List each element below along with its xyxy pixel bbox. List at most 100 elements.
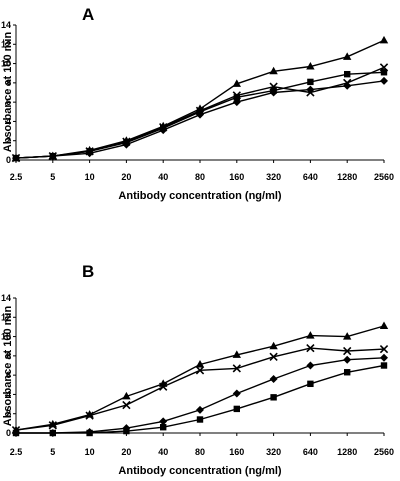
diamond-marker: [306, 361, 315, 370]
square-marker: [233, 94, 240, 101]
triangle-marker: [232, 350, 241, 358]
x-marker-stroke: [379, 63, 389, 72]
x-axis-title: Antibody concentration (ng/ml): [118, 465, 281, 477]
x-tick-label: 2560: [374, 447, 394, 457]
x-tick-label: 320: [266, 172, 281, 182]
series-line: [16, 364, 385, 434]
x-tick-label: 80: [195, 447, 205, 457]
square-marker: [380, 362, 388, 369]
x-marker: [269, 352, 278, 361]
y-tick-label: 0: [6, 155, 11, 165]
x-tick-label: 2560: [374, 172, 394, 182]
x-tick-label: 10: [85, 172, 95, 182]
panel-label: B: [82, 262, 94, 281]
series-square: [12, 362, 388, 437]
panel-label: A: [82, 5, 94, 24]
square-marker: [160, 424, 167, 431]
x-marker: [306, 343, 315, 353]
square-marker: [307, 380, 314, 388]
triangle-marker: [122, 391, 131, 400]
triangle-marker: [343, 52, 352, 60]
x-marker-stroke: [195, 366, 205, 375]
x-axis-title: Antibody concentration (ng/ml): [118, 190, 281, 202]
x-marker-stroke: [85, 411, 94, 420]
x-marker-stroke: [306, 343, 315, 353]
x-tick-label: 40: [158, 447, 168, 457]
x-marker: [85, 411, 94, 420]
x-marker-stroke: [269, 82, 278, 91]
x-marker: [159, 123, 168, 132]
x-tick-label: 40: [158, 172, 168, 182]
series-line: [15, 39, 385, 159]
x-marker: [269, 82, 278, 91]
triangle-marker: [269, 66, 278, 75]
square-marker: [344, 369, 351, 376]
series-x: [11, 343, 389, 435]
triangle-marker: [379, 321, 389, 329]
x-marker-stroke: [48, 421, 57, 430]
diamond-marker: [343, 355, 352, 364]
x-tick-label: 10: [85, 447, 95, 457]
x-marker: [343, 78, 352, 88]
x-marker: [379, 63, 389, 72]
square-marker: [307, 78, 314, 86]
x-marker: [122, 137, 131, 146]
x-marker-stroke: [343, 78, 352, 88]
square-marker: [86, 429, 93, 437]
y-tick-label: 12: [1, 39, 11, 49]
y-tick-label: 6: [6, 97, 11, 107]
x-tick-label: 5: [50, 447, 55, 457]
x-marker-stroke: [195, 106, 205, 115]
x-marker: [85, 147, 94, 156]
series-triangle: [11, 35, 389, 162]
x-marker-stroke: [269, 352, 278, 361]
x-tick-label: 20: [121, 447, 131, 457]
triangle-marker: [343, 332, 352, 340]
x-tick-label: 20: [121, 172, 131, 182]
y-tick-label: 2: [6, 409, 11, 419]
x-marker-stroke: [48, 151, 57, 161]
diamond-marker: [269, 375, 278, 383]
x-marker: [122, 400, 131, 410]
x-marker: [48, 421, 57, 430]
triangle-marker: [195, 360, 205, 368]
x-tick-label: 2.5: [10, 447, 23, 457]
series-x: [11, 63, 389, 163]
x-marker-stroke: [379, 344, 389, 354]
y-tick-label: 4: [6, 389, 11, 399]
x-marker-stroke: [159, 123, 168, 132]
x-tick-label: 640: [303, 447, 318, 457]
square-marker: [344, 70, 351, 78]
x-marker-stroke: [122, 137, 131, 146]
diamond-marker: [380, 76, 388, 85]
y-tick-label: 12: [1, 312, 11, 322]
triangle-marker: [306, 61, 315, 70]
x-marker: [232, 91, 241, 100]
y-tick-label: 8: [6, 78, 11, 88]
series-diamond: [12, 76, 388, 163]
x-tick-label: 1280: [337, 172, 357, 182]
triangle-marker: [306, 331, 315, 339]
square-marker: [233, 405, 240, 413]
series-line: [15, 80, 385, 159]
x-marker-stroke: [159, 382, 168, 391]
x-tick-label: 160: [229, 172, 244, 182]
x-marker-stroke: [343, 346, 352, 356]
y-tick-label: 10: [1, 332, 11, 342]
diamond-marker: [159, 417, 168, 426]
x-marker: [232, 364, 241, 373]
x-marker-stroke: [85, 147, 94, 156]
y-tick-label: 0: [6, 428, 11, 438]
square-marker: [380, 69, 388, 76]
x-tick-label: 160: [229, 447, 244, 457]
y-axis-title: Absorbance at 100 min: [2, 306, 14, 427]
x-marker: [195, 106, 205, 115]
y-tick-label: 2: [6, 136, 11, 146]
chart-panel-a: A 0 2 4 6 8 10 12 14 2.5 5 10 20 40 80 160 320 640 1280 256…: [1, 5, 394, 202]
x-marker-stroke: [306, 88, 315, 97]
y-tick-label: 10: [1, 59, 11, 69]
square-marker: [123, 427, 130, 435]
x-marker: [379, 344, 389, 354]
square-marker: [49, 429, 56, 437]
